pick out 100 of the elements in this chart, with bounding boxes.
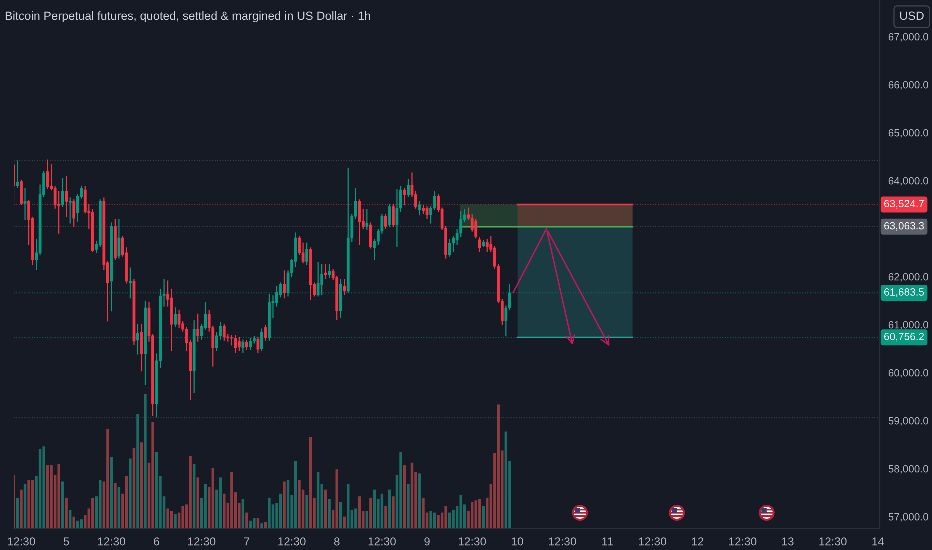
bar — [336, 470, 338, 529]
bar — [192, 464, 196, 529]
bar — [46, 466, 50, 529]
bar — [452, 510, 455, 529]
bar — [316, 472, 320, 529]
candlestick — [392, 204, 395, 228]
bar — [380, 494, 384, 529]
bar — [42, 446, 46, 529]
bar — [260, 524, 264, 529]
bar — [92, 498, 94, 529]
candlestick — [324, 264, 328, 279]
bar — [253, 518, 256, 529]
x-tick-label: 5 — [64, 538, 70, 546]
candlestick — [478, 238, 482, 252]
bar — [403, 466, 406, 529]
candlestick — [136, 324, 140, 355]
x-tick-label: 12:30 — [458, 538, 486, 546]
bar — [279, 494, 282, 529]
bar — [268, 498, 271, 529]
bar — [219, 478, 222, 529]
bar — [38, 449, 42, 529]
candlestick — [260, 328, 264, 352]
candlestick — [242, 340, 245, 354]
y-tick-label: 60,000.0 — [888, 369, 928, 378]
x-tick-label: 12:30 — [549, 538, 576, 546]
bar — [106, 429, 110, 529]
bar — [129, 458, 132, 529]
bar — [125, 476, 128, 529]
candlestick — [61, 178, 64, 208]
y-tick-label: 66,000.0 — [888, 81, 928, 90]
y-tick-label: 57,000.0 — [888, 513, 928, 522]
bar — [340, 502, 342, 529]
bar — [388, 490, 392, 529]
bar — [152, 422, 154, 529]
bar — [182, 506, 184, 529]
candlestick — [264, 325, 268, 341]
bar — [474, 500, 478, 529]
candlestick — [238, 337, 241, 352]
bar — [174, 514, 177, 529]
x-tick-label: 12:30 — [8, 538, 36, 546]
bar — [298, 480, 301, 529]
candlestick — [486, 239, 489, 252]
bar — [69, 510, 72, 529]
bar — [204, 484, 207, 529]
candlestick — [24, 188, 27, 220]
bar — [347, 484, 350, 529]
bar — [478, 499, 482, 529]
x-tick-label: 6 — [154, 538, 160, 546]
bar — [136, 414, 140, 529]
candlestick — [396, 190, 399, 248]
bar — [58, 464, 60, 529]
bar — [309, 437, 312, 529]
x-tick-label: 12:30 — [368, 538, 396, 546]
bar — [460, 495, 462, 529]
ref-line-label: 60,756.2 — [884, 333, 924, 342]
bar — [20, 490, 23, 529]
candlestick — [20, 180, 23, 206]
candlestick — [407, 179, 410, 198]
candlestick — [16, 160, 20, 188]
bar — [242, 499, 245, 529]
candlestick — [178, 310, 181, 328]
bar — [294, 462, 298, 529]
candlestick — [118, 219, 121, 259]
candlestick — [234, 335, 238, 354]
bar — [132, 448, 136, 529]
bar — [384, 506, 388, 529]
ref-line-label: 63,063.3 — [884, 222, 924, 231]
candlestick — [343, 279, 346, 296]
bar — [482, 506, 485, 529]
candlestick — [283, 270, 286, 299]
x-tick-label: 13 — [782, 538, 794, 546]
bar — [422, 498, 425, 529]
bar — [16, 498, 20, 529]
candlestick — [68, 198, 72, 224]
x-tick-label: 10 — [512, 538, 524, 546]
bar — [437, 516, 440, 529]
y-tick-label: 59,000.0 — [888, 417, 928, 426]
x-tick-label: 7 — [244, 538, 250, 546]
bar — [430, 511, 432, 529]
bar — [144, 394, 147, 529]
bar — [61, 482, 64, 529]
candlestick — [320, 264, 324, 296]
bar — [407, 484, 410, 529]
bar — [328, 499, 331, 529]
bar — [140, 442, 144, 529]
candlestick — [72, 200, 76, 228]
bar — [110, 457, 114, 529]
candlestick — [448, 239, 452, 257]
candlestick — [249, 338, 252, 350]
ref-line-label: 61,683.5 — [884, 288, 924, 298]
candlestick — [46, 160, 50, 190]
bar — [24, 484, 27, 529]
candlestick — [403, 188, 406, 206]
bar — [223, 494, 226, 529]
y-tick-label: 65,000.0 — [888, 129, 928, 138]
candlestick — [129, 268, 132, 299]
candlestick — [222, 324, 226, 341]
bar — [354, 508, 358, 529]
bar — [444, 506, 448, 529]
bar — [99, 480, 102, 529]
